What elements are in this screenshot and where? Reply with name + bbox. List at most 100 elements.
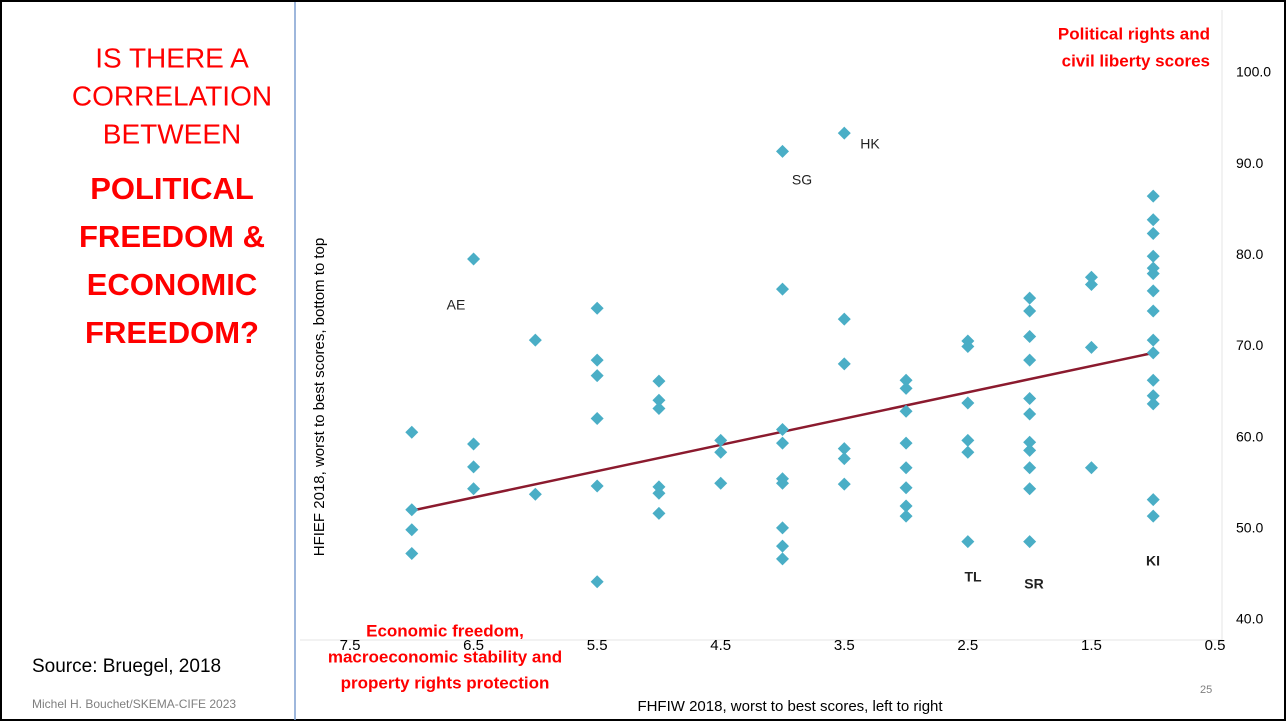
data-point (776, 282, 789, 296)
x-tick-label: 4.5 (710, 637, 731, 654)
x-note: Economic freedom, (366, 621, 524, 640)
x-note: property rights protection (341, 673, 550, 692)
y-tick-label: 80.0 (1236, 246, 1263, 262)
data-point (961, 396, 975, 410)
data-point (405, 425, 419, 439)
data-point (1146, 249, 1160, 263)
data-point (899, 481, 913, 495)
data-point (1023, 353, 1037, 367)
data-point (899, 499, 913, 513)
data-point (961, 433, 975, 447)
data-point (837, 357, 851, 371)
data-point (467, 460, 481, 474)
data-point (1146, 267, 1160, 281)
data-point (590, 301, 604, 315)
data-point (467, 252, 481, 266)
data-point (652, 401, 666, 415)
data-point (1084, 340, 1098, 354)
data-point (652, 486, 666, 500)
title-bold-line: FREEDOM? (85, 315, 259, 350)
point-annotation: TL (964, 569, 982, 585)
data-point (405, 546, 419, 560)
data-point (1023, 535, 1037, 549)
y-tick-label: 40.0 (1236, 611, 1263, 627)
data-point (1146, 304, 1160, 318)
x-axis-label: FHFIW 2018, worst to best scores, left t… (637, 698, 943, 715)
data-point (899, 381, 913, 395)
data-point (590, 353, 604, 367)
y-note: civil liberty scores (1062, 51, 1210, 70)
data-point (899, 436, 913, 450)
data-point (899, 461, 913, 475)
data-point (1146, 509, 1160, 523)
data-point (1146, 373, 1160, 387)
point-annotation: AE (447, 297, 466, 313)
data-point (837, 452, 851, 466)
data-point (837, 477, 851, 491)
y-tick-label: 90.0 (1236, 155, 1263, 171)
data-point (1146, 333, 1160, 347)
data-point (590, 412, 604, 426)
data-point (837, 312, 851, 326)
title-block: IS THERE A CORRELATION BETWEEN POLITICAL FRE… (72, 42, 272, 350)
data-point (714, 445, 728, 459)
data-point (1023, 291, 1037, 305)
x-tick-label: 7.5 (340, 637, 361, 654)
title-bold-line: POLITICAL (90, 171, 254, 206)
x-tick-label: 1.5 (1081, 637, 1102, 654)
title-bold-line: ECONOMIC (87, 267, 258, 302)
data-point (837, 126, 851, 140)
data-point (899, 509, 913, 523)
data-point (1146, 213, 1160, 227)
data-point (1023, 435, 1037, 449)
data-point (1146, 189, 1160, 203)
data-point (1023, 391, 1037, 405)
x-tick-label: 2.5 (957, 637, 978, 654)
data-point (467, 437, 481, 451)
data-point (776, 422, 789, 436)
footer: Michel H. Bouchet/SKEMA-CIFE 2023 (32, 697, 236, 711)
data-point (961, 340, 975, 353)
y-tick-label: 100.0 (1236, 64, 1271, 80)
point-annotation: SR (1024, 576, 1043, 592)
data-point (776, 539, 789, 553)
data-point (1023, 329, 1037, 343)
page-number: 25 (1200, 684, 1212, 696)
data-point (714, 476, 728, 490)
data-point (961, 535, 975, 549)
x-tick-label: 6.5 (463, 637, 484, 654)
data-point (899, 373, 913, 387)
data-point (899, 404, 913, 418)
title-bold-line: FREEDOM & (79, 219, 265, 254)
data-point (405, 503, 419, 517)
data-point (652, 374, 666, 388)
chart: 40.0 50.0 60.0 70.0 80.0 90.0 100.0 7.5 6.5 5.5 4.… (300, 10, 1271, 715)
source: Source: Bruegel, 2018 (32, 656, 221, 677)
data-point (776, 476, 789, 490)
data-point (1023, 461, 1037, 475)
data-point (776, 144, 789, 158)
data-point (1084, 278, 1098, 292)
x-tick-label: 0.5 (1205, 637, 1226, 654)
data-point (837, 442, 851, 456)
data-point (652, 506, 666, 520)
y-tick-label: 50.0 (1236, 520, 1263, 536)
data-point (776, 552, 789, 566)
data-point (1146, 226, 1160, 240)
data-point (590, 575, 604, 589)
data-point (590, 369, 604, 383)
data-point (1146, 397, 1160, 411)
data-point (528, 333, 542, 347)
point-annotation: HK (860, 136, 880, 152)
title-line: IS THERE A (95, 42, 249, 73)
data-point (405, 523, 419, 537)
data-point (1146, 389, 1160, 403)
title-line: CORRELATION (72, 80, 272, 111)
data-point (776, 436, 789, 450)
data-point (1146, 346, 1160, 360)
title-line: BETWEEN (103, 118, 241, 149)
data-point (776, 521, 789, 535)
